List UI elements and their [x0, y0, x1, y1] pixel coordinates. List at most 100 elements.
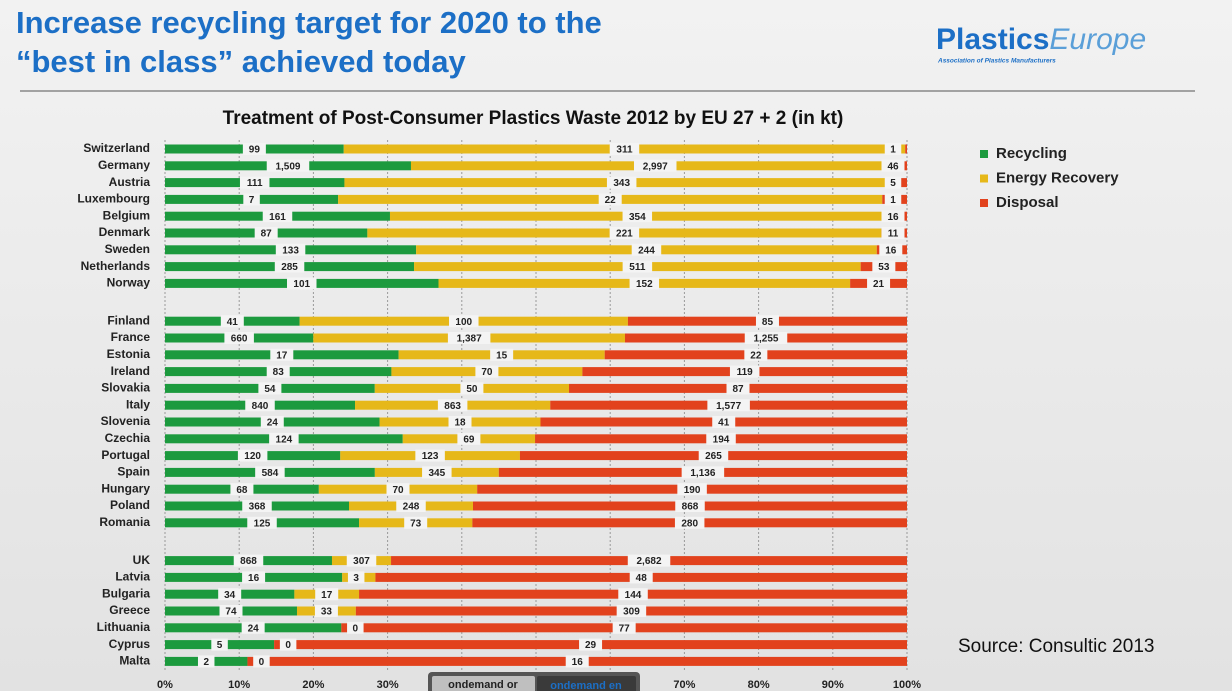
button[interactable] — [537, 676, 636, 691]
label-bg — [881, 210, 905, 223]
label-bg — [396, 500, 426, 512]
label-bg — [279, 638, 297, 651]
label-bg — [598, 193, 622, 206]
label-bg — [245, 399, 275, 412]
y-tick-label: Latvia — [115, 570, 150, 584]
data-label: 34 — [224, 590, 236, 601]
label-bg — [237, 449, 268, 462]
data-label: 511 — [629, 262, 646, 273]
label-bg — [437, 399, 468, 412]
label-bg — [677, 483, 707, 496]
data-label: 70 — [481, 367, 493, 378]
label-bg — [211, 638, 228, 651]
button[interactable] — [432, 676, 535, 691]
data-label: 69 — [463, 434, 475, 445]
label-bg — [698, 449, 729, 462]
y-tick-label: Finland — [107, 313, 150, 327]
label-bg — [475, 365, 499, 378]
y-tick-label: Poland — [110, 498, 150, 512]
label-bg — [218, 588, 242, 601]
label-bg — [884, 193, 902, 206]
label-bg — [612, 621, 636, 634]
label-bg — [239, 176, 270, 189]
label-bg — [254, 227, 278, 239]
data-label: 33 — [321, 607, 333, 618]
button-label[interactable]: ondemand en — [550, 680, 622, 691]
source: Source: Consultic 2013 — [958, 636, 1154, 657]
label-bg — [242, 500, 272, 512]
button-label[interactable]: ondemand or — [448, 679, 518, 691]
label-bg — [255, 466, 285, 479]
y-tick-label: Belgium — [103, 208, 150, 222]
y-tick-label: Cyprus — [109, 637, 151, 651]
data-label: 194 — [713, 434, 730, 445]
label-bg — [879, 243, 903, 256]
data-label: 50 — [466, 384, 478, 395]
y-tick-label: UK — [133, 553, 151, 567]
label-bg — [274, 260, 305, 273]
data-label: 345 — [428, 468, 445, 479]
data-label: 3 — [353, 573, 359, 584]
label-bg — [490, 348, 514, 361]
label-bg — [755, 315, 779, 328]
data-label: 1 — [890, 195, 896, 206]
x-tick-label: 70% — [673, 679, 695, 691]
legend-swatch — [980, 174, 988, 183]
label-bg — [674, 516, 705, 529]
data-label: 22 — [605, 195, 617, 206]
y-tick-label: Portugal — [101, 448, 150, 462]
data-label: 1,387 — [457, 334, 482, 345]
label-bg — [712, 416, 736, 428]
data-label: 868 — [240, 556, 257, 567]
data-label: 11 — [888, 229, 899, 240]
label-bg — [884, 176, 902, 189]
label-bg — [867, 277, 891, 290]
label-bg — [422, 466, 452, 479]
label-bg — [275, 243, 306, 256]
y-tick-label: Italy — [126, 397, 150, 411]
label-bg — [881, 227, 905, 239]
y-tick-label: Romania — [99, 515, 150, 529]
y-tick-label: Germany — [98, 158, 150, 172]
data-label: 83 — [273, 367, 285, 378]
slide-title: Increase recycling target for 2020 to th… — [16, 5, 602, 40]
data-label: 18 — [454, 418, 466, 429]
label-bg — [609, 227, 640, 239]
plot: 0%10%20%30%40%50%60%70%80%90%100%Switzer… — [77, 140, 1119, 691]
data-label: 16 — [248, 573, 260, 584]
y-tick-label: Bulgaria — [102, 586, 150, 600]
label-bg — [197, 655, 215, 668]
label-bg — [415, 449, 445, 462]
label-bg — [233, 554, 264, 567]
data-label: 244 — [638, 245, 655, 256]
data-label: 1,136 — [690, 468, 715, 479]
label-bg — [627, 554, 671, 567]
label-bg — [729, 365, 760, 378]
label-bg — [262, 210, 293, 223]
data-label: 368 — [249, 502, 266, 513]
y-tick-label: Sweden — [105, 242, 150, 256]
y-tick-label: Malta — [119, 654, 150, 668]
label-bg — [609, 143, 640, 155]
data-label: 29 — [585, 640, 597, 651]
data-label: 22 — [750, 350, 762, 361]
logo-accent: Europe — [1049, 23, 1146, 56]
data-label: 2,997 — [643, 161, 668, 172]
y-tick-label: Estonia — [107, 347, 151, 361]
data-label: 123 — [422, 451, 439, 462]
label-bg — [404, 516, 428, 529]
label-bg — [347, 571, 365, 584]
slide-title: “best in class” achieved today — [16, 44, 466, 79]
y-tick-label: Spain — [117, 465, 150, 479]
y-tick-label: Norway — [107, 276, 151, 290]
data-label: 41 — [718, 418, 730, 429]
data-label: 17 — [321, 590, 333, 601]
label-bg — [269, 432, 299, 445]
data-label: 111 — [247, 178, 263, 189]
legend-label: Energy Recovery — [996, 169, 1119, 186]
data-label: 0 — [285, 640, 291, 651]
label-bg — [706, 432, 736, 445]
label-bg — [243, 193, 260, 206]
label-bg — [449, 315, 479, 328]
